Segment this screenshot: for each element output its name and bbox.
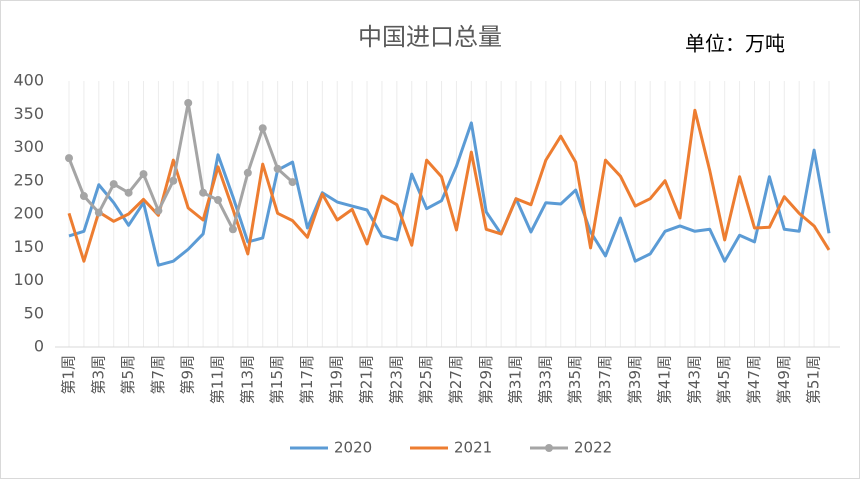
x-tick-label: 第35周 [566, 355, 584, 404]
x-tick-label: 第15周 [268, 355, 286, 404]
series-marker [94, 208, 103, 217]
series-marker [288, 178, 297, 187]
x-tick-label: 第33周 [536, 355, 554, 404]
series-marker [109, 180, 118, 189]
series-line [67, 108, 831, 263]
series-marker [65, 154, 73, 163]
series-marker [184, 98, 193, 107]
x-tick-label: 第25周 [417, 355, 435, 404]
x-tick-label: 第9周 [179, 355, 197, 395]
x-tick-label: 第39周 [626, 355, 644, 404]
x-tick-label: 第41周 [656, 355, 674, 404]
legend-label: 2020 [334, 439, 372, 457]
legend-label: 2021 [454, 439, 492, 457]
x-tick-label: 第49周 [775, 355, 793, 404]
x-tick-label: 第13周 [238, 355, 256, 404]
series-marker [199, 188, 208, 197]
x-tick-label: 第1周 [60, 355, 78, 395]
x-tick-label: 第47周 [745, 355, 763, 404]
series-marker [169, 176, 178, 185]
legend-label: 2022 [574, 439, 612, 457]
series-marker [228, 225, 237, 234]
y-tick-label: 200 [13, 204, 44, 223]
y-tick-label: 300 [13, 137, 44, 156]
y-tick-label: 0 [34, 337, 44, 356]
y-tick-label: 50 [24, 303, 44, 322]
series-line [67, 101, 294, 231]
x-tick-label: 第11周 [209, 355, 227, 404]
series-marker [258, 124, 267, 133]
series-marker [124, 188, 133, 197]
y-tick-label: 350 [13, 104, 44, 123]
x-tick-label: 第17周 [298, 355, 316, 404]
series-marker [79, 192, 88, 201]
x-tick-label: 第51周 [805, 355, 823, 404]
x-tick-label: 第19周 [328, 355, 346, 404]
series-line [68, 121, 831, 267]
series-marker [243, 168, 252, 177]
x-tick-label: 第3周 [89, 355, 107, 395]
y-tick-label: 100 [13, 270, 44, 289]
series-marker [154, 206, 163, 215]
y-tick-label: 400 [13, 71, 44, 90]
x-tick-label: 第31周 [507, 355, 525, 404]
x-tick-label: 第43周 [685, 355, 703, 404]
x-tick-label: 第23周 [387, 355, 405, 404]
y-tick-label: 150 [13, 237, 44, 256]
x-tick-label: 第29周 [477, 355, 495, 404]
series-marker [273, 164, 282, 173]
chart-title: 中国进口总量 [358, 23, 502, 51]
x-tick-label: 第7周 [149, 355, 167, 395]
x-tick-label: 第27周 [447, 355, 465, 404]
x-tick-label: 第5周 [119, 355, 137, 395]
series-marker [214, 196, 223, 205]
unit-annotation: 单位：万吨 [685, 32, 785, 56]
x-tick-label: 第45周 [715, 355, 733, 404]
x-tick-label: 第21周 [358, 355, 376, 404]
legend-marker [545, 444, 553, 452]
y-tick-label: 250 [13, 170, 44, 189]
x-tick-label: 第37周 [596, 355, 614, 404]
series-marker [139, 170, 148, 179]
